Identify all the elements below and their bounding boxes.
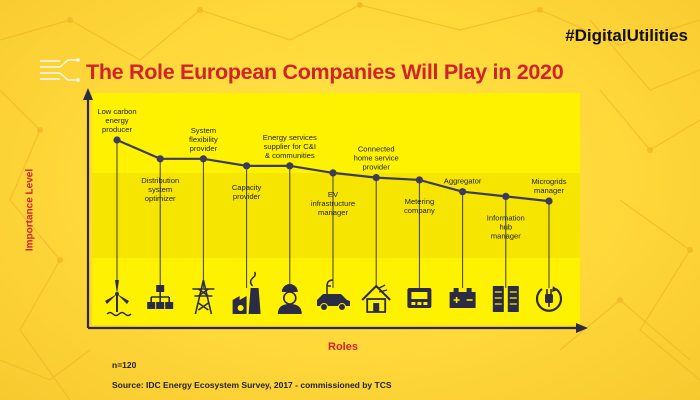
category-label: home service: [354, 154, 399, 163]
power-pylon-icon: [192, 279, 215, 315]
category-label: EV: [328, 190, 339, 199]
plot-band: [92, 173, 580, 258]
smart-meter-icon: [407, 288, 432, 308]
category-label: Information: [487, 213, 525, 222]
data-point: [459, 188, 467, 196]
category-label: infrastructure: [311, 199, 355, 208]
data-point: [156, 155, 164, 163]
network-hierarchy-icon: [147, 285, 174, 309]
brand-lines-icon: [40, 58, 80, 82]
page-title: The Role European Companies Will Play in…: [86, 60, 564, 84]
category-label: hub: [499, 222, 512, 231]
data-server-icon: [492, 286, 519, 312]
category-label: energy: [105, 116, 128, 125]
power-plant-icon: [232, 271, 261, 314]
category-label: & communities: [265, 151, 315, 160]
sample-size: n=120: [112, 360, 137, 370]
wind-turbine-icon: [105, 280, 132, 317]
category-label: provider: [190, 144, 218, 153]
category-label: company: [404, 206, 435, 215]
category-label: Microgrids: [531, 177, 566, 186]
smart-home-icon: [361, 284, 391, 313]
data-point: [545, 197, 553, 205]
category-label: manager: [318, 208, 348, 217]
hashtag[interactable]: #DigitalUtilities: [565, 26, 688, 45]
data-point: [113, 136, 121, 144]
y-axis-arrow: [83, 88, 93, 100]
service-worker-icon: [277, 284, 302, 314]
category-label: provider: [362, 163, 390, 172]
category-label: Distribution: [141, 176, 179, 185]
data-point: [243, 162, 251, 170]
category-label: Low carbon: [97, 107, 136, 116]
category-label: Capacity: [232, 183, 262, 192]
category-label: Metering: [405, 197, 435, 206]
category-label: system: [148, 185, 172, 194]
data-point: [329, 169, 337, 177]
category-label: Connected: [358, 145, 395, 154]
x-axis-arrow: [576, 323, 588, 333]
plug-cycle-icon: [535, 286, 563, 312]
category-label: Aggregator: [444, 177, 482, 186]
x-axis-label: Roles: [328, 341, 358, 353]
data-point: [372, 174, 380, 182]
data-point: [502, 192, 510, 200]
electric-car-icon: [317, 279, 350, 311]
category-label: manager: [491, 231, 521, 240]
category-label: manager: [534, 186, 564, 195]
source-note: Source: IDC Energy Ecosystem Survey, 201…: [112, 380, 392, 390]
category-label: flexibility: [189, 135, 218, 144]
battery-icon: [449, 288, 476, 308]
category-label: Energy services: [263, 133, 317, 142]
data-point: [415, 176, 423, 184]
category-label: supplier for C&I: [264, 142, 316, 151]
data-point: [199, 155, 207, 163]
category-label: provider: [233, 192, 261, 201]
data-point: [286, 162, 294, 170]
category-label: optimizer: [145, 194, 176, 203]
y-axis-label: Importance Level: [24, 168, 36, 252]
category-label: System: [191, 126, 216, 135]
category-label: producer: [102, 125, 132, 134]
